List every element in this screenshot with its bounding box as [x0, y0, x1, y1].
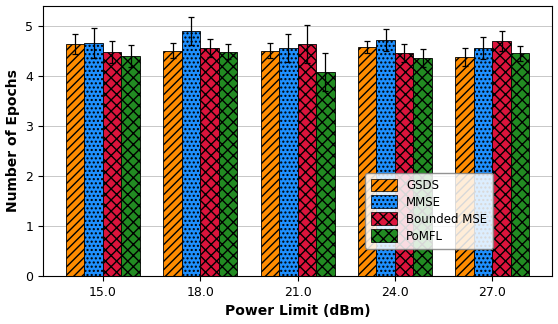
Bar	[219, 52, 237, 276]
Bar	[66, 44, 84, 276]
Bar	[279, 48, 297, 276]
Bar	[395, 53, 413, 276]
Bar	[474, 48, 492, 276]
Y-axis label: Number of Epochs: Number of Epochs	[6, 69, 20, 212]
Bar	[413, 58, 432, 276]
Bar	[163, 51, 182, 276]
Bar	[377, 40, 395, 276]
Bar	[492, 40, 511, 276]
Bar	[358, 47, 377, 276]
Bar	[103, 52, 122, 276]
Legend: GSDS, MMSE, Bounded MSE, PoMFL: GSDS, MMSE, Bounded MSE, PoMFL	[365, 173, 493, 249]
Bar	[200, 48, 219, 276]
X-axis label: Power Limit (dBm): Power Limit (dBm)	[225, 305, 371, 318]
Bar	[122, 56, 140, 276]
Bar	[455, 57, 474, 276]
Bar	[182, 30, 200, 276]
Bar	[84, 43, 103, 276]
Bar	[316, 72, 335, 276]
Bar	[297, 44, 316, 276]
Bar	[511, 53, 530, 276]
Bar	[261, 51, 279, 276]
